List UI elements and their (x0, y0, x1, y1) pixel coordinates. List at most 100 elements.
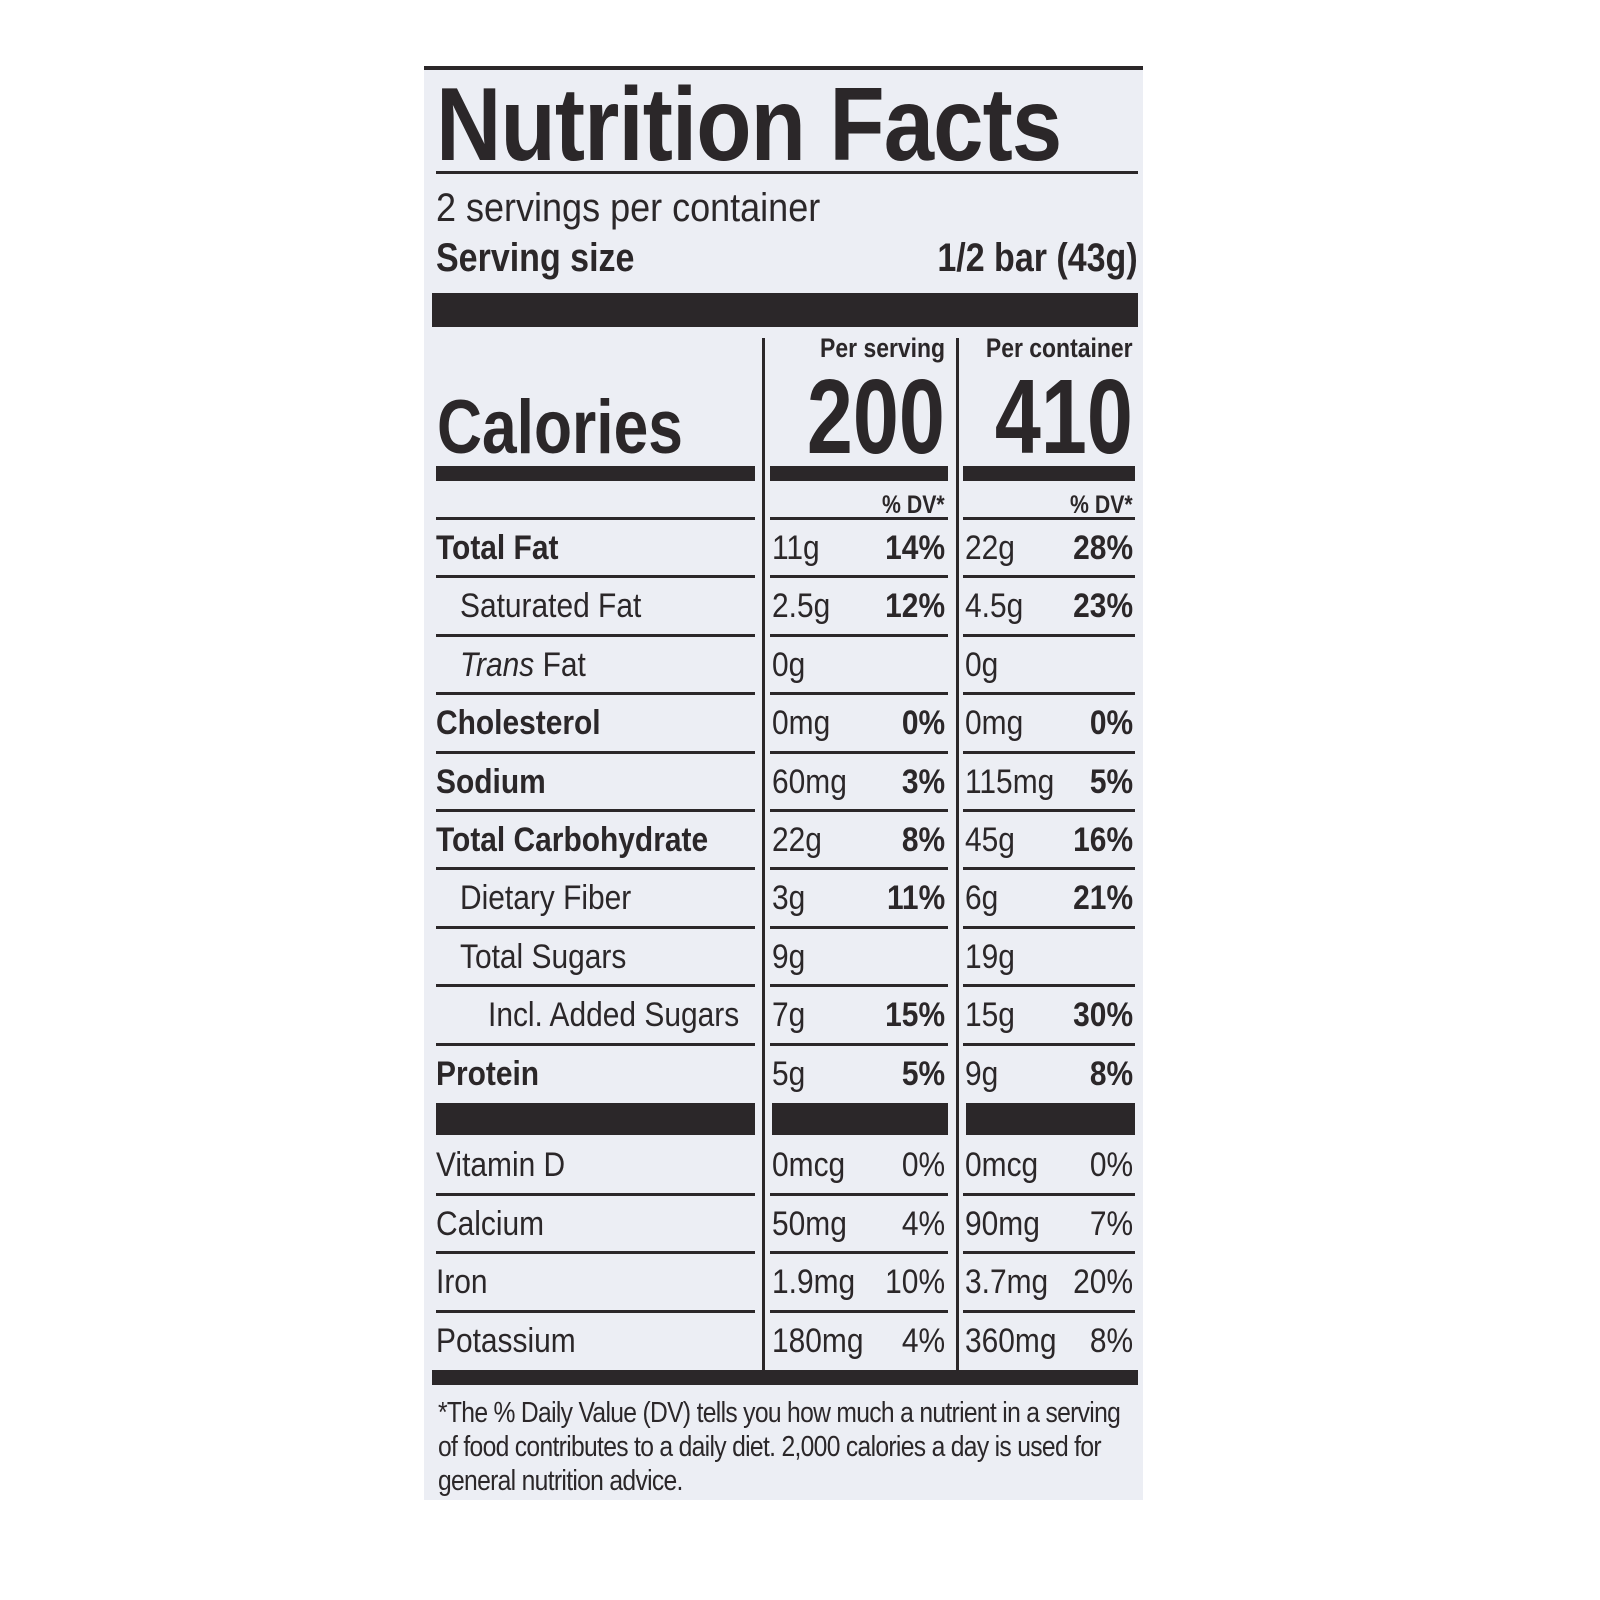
amount-per-container: 0g (965, 645, 1003, 685)
row-divider (770, 517, 948, 520)
nutrient-name-text: Total Carbohydrate (436, 821, 709, 859)
dv-per-container: 16% (1065, 820, 1133, 860)
amount-per-container-text: 19g (965, 937, 1015, 976)
dv-per-serving: 0% (896, 1145, 945, 1185)
amount-per-serving: 22g (772, 820, 829, 860)
row-divider (963, 692, 1135, 696)
amount-per-container: 6g (965, 878, 1003, 918)
dv-per-container: 7% (1084, 1204, 1133, 1244)
nutrient-name: Total Sugars (460, 937, 649, 977)
fat-word: Fat (534, 645, 586, 684)
row-divider (436, 575, 755, 579)
row-divider (436, 809, 755, 812)
dv-per-container-text: 20% (1073, 1263, 1133, 1301)
dv-per-container-text: 8% (1089, 1054, 1133, 1093)
amount-per-serving-text: 1.9mg (772, 1263, 856, 1301)
amount-per-container-text: 9g (965, 1054, 999, 1093)
nutrient-name-text: Sodium (436, 762, 546, 801)
vitamin-name: Iron (436, 1262, 495, 1302)
serving-size-value: 1/2 bar (43g) (937, 236, 1138, 280)
row-divider (770, 575, 948, 579)
amount-per-container-text: 360mg (965, 1321, 1057, 1360)
amount-per-serving: 5g (772, 1054, 810, 1094)
row-divider (770, 633, 948, 637)
row-divider (963, 925, 1135, 929)
amount-per-container-text: 0g (965, 645, 999, 684)
nutrient-name-text: Trans Fat (460, 645, 586, 685)
dv-per-serving-text: 4% (901, 1204, 945, 1243)
amount-per-container-text: 3.7mg (965, 1263, 1049, 1301)
row-divider (436, 1042, 755, 1046)
amount-per-container: 19g (965, 937, 1022, 977)
dv-per-container-text: 23% (1073, 587, 1133, 626)
amount-per-container: 115mg (965, 762, 1066, 802)
dv-header-container: % DV* (1070, 491, 1133, 519)
calories-bar (436, 466, 755, 481)
amount-per-container-text: 90mg (965, 1204, 1040, 1243)
amount-per-serving: 50mg (772, 1204, 857, 1244)
row-divider (770, 750, 948, 754)
nutrient-name-text: Dietary Fiber (460, 879, 632, 918)
dv-per-serving-text: 4% (901, 1321, 945, 1360)
row-divider (436, 1192, 755, 1196)
amount-per-container-text: 115mg (965, 762, 1055, 801)
row-divider (963, 809, 1135, 812)
row-divider (436, 1309, 755, 1313)
amount-per-container: 9g (965, 1054, 1003, 1094)
vitamin-name: Calcium (436, 1204, 559, 1244)
amount-per-serving-text: 11g (772, 529, 820, 567)
amount-per-serving-text: 50mg (772, 1204, 847, 1243)
amount-per-serving-text: 22g (772, 821, 822, 859)
column-divider (762, 338, 765, 1371)
amount-per-container: 4.5g (965, 586, 1031, 626)
nutrient-name: Dietary Fiber (460, 878, 655, 918)
dv-per-serving-text: 0% (901, 704, 945, 743)
row-divider (436, 517, 755, 520)
row-divider (436, 867, 755, 871)
amount-per-container-text: 0mg (965, 704, 1024, 743)
amount-per-container: 45g (965, 820, 1022, 860)
row-divider (963, 1192, 1135, 1196)
row-divider (963, 867, 1135, 871)
dv-per-serving: 8% (896, 820, 945, 860)
amount-per-container: 0mcg (965, 1145, 1048, 1185)
vitamin-name: Vitamin D (436, 1145, 583, 1185)
dv-per-container-text: 0% (1089, 704, 1133, 743)
amount-per-serving: 180mg (772, 1321, 876, 1361)
amount-per-serving: 60mg (772, 762, 857, 802)
amount-per-serving-text: 0mcg (772, 1146, 846, 1184)
row-divider (963, 517, 1135, 520)
amount-per-serving-text: 0g (772, 645, 806, 684)
row-divider (770, 692, 948, 696)
dv-per-serving: 5% (896, 1054, 945, 1094)
amount-per-container: 3.7mg (965, 1262, 1060, 1302)
per-container-header: Per container (986, 333, 1133, 363)
amount-per-serving-text: 3g (772, 879, 806, 918)
serving-size-label: Serving size (436, 236, 635, 280)
trans-word: Trans (460, 645, 535, 684)
nutrient-name: Saturated Fat (460, 586, 666, 626)
dv-per-serving-text: 11% (886, 879, 945, 918)
dv-per-container-text: 28% (1073, 529, 1133, 567)
dv-per-serving-text: 3% (901, 762, 945, 801)
panel-top-edge (424, 66, 1143, 70)
dv-per-container: 30% (1065, 995, 1133, 1035)
amount-per-serving-text: 0mg (772, 704, 831, 743)
thick-divider (966, 1103, 1135, 1135)
dv-per-serving: 3% (896, 762, 945, 802)
row-divider (770, 1192, 948, 1196)
vitamin-name: Potassium (436, 1321, 595, 1361)
nutrient-name-text: Total Sugars (460, 937, 627, 976)
dv-per-serving-text: 15% (885, 996, 945, 1035)
amount-per-container: 22g (965, 528, 1022, 568)
nutrient-name: Total Fat (436, 528, 575, 568)
dv-per-serving: 14% (877, 528, 945, 568)
nutrient-name-text: Total Fat (436, 529, 559, 567)
vitamin-name-text: Iron (436, 1263, 488, 1301)
label-title: Nutrition Facts (436, 67, 1062, 183)
dv-per-serving: 0% (896, 703, 945, 743)
amount-per-serving: 0mcg (772, 1145, 855, 1185)
amount-per-container: 15g (965, 995, 1022, 1035)
row-divider (770, 1042, 948, 1046)
amount-per-container: 360mg (965, 1321, 1069, 1361)
